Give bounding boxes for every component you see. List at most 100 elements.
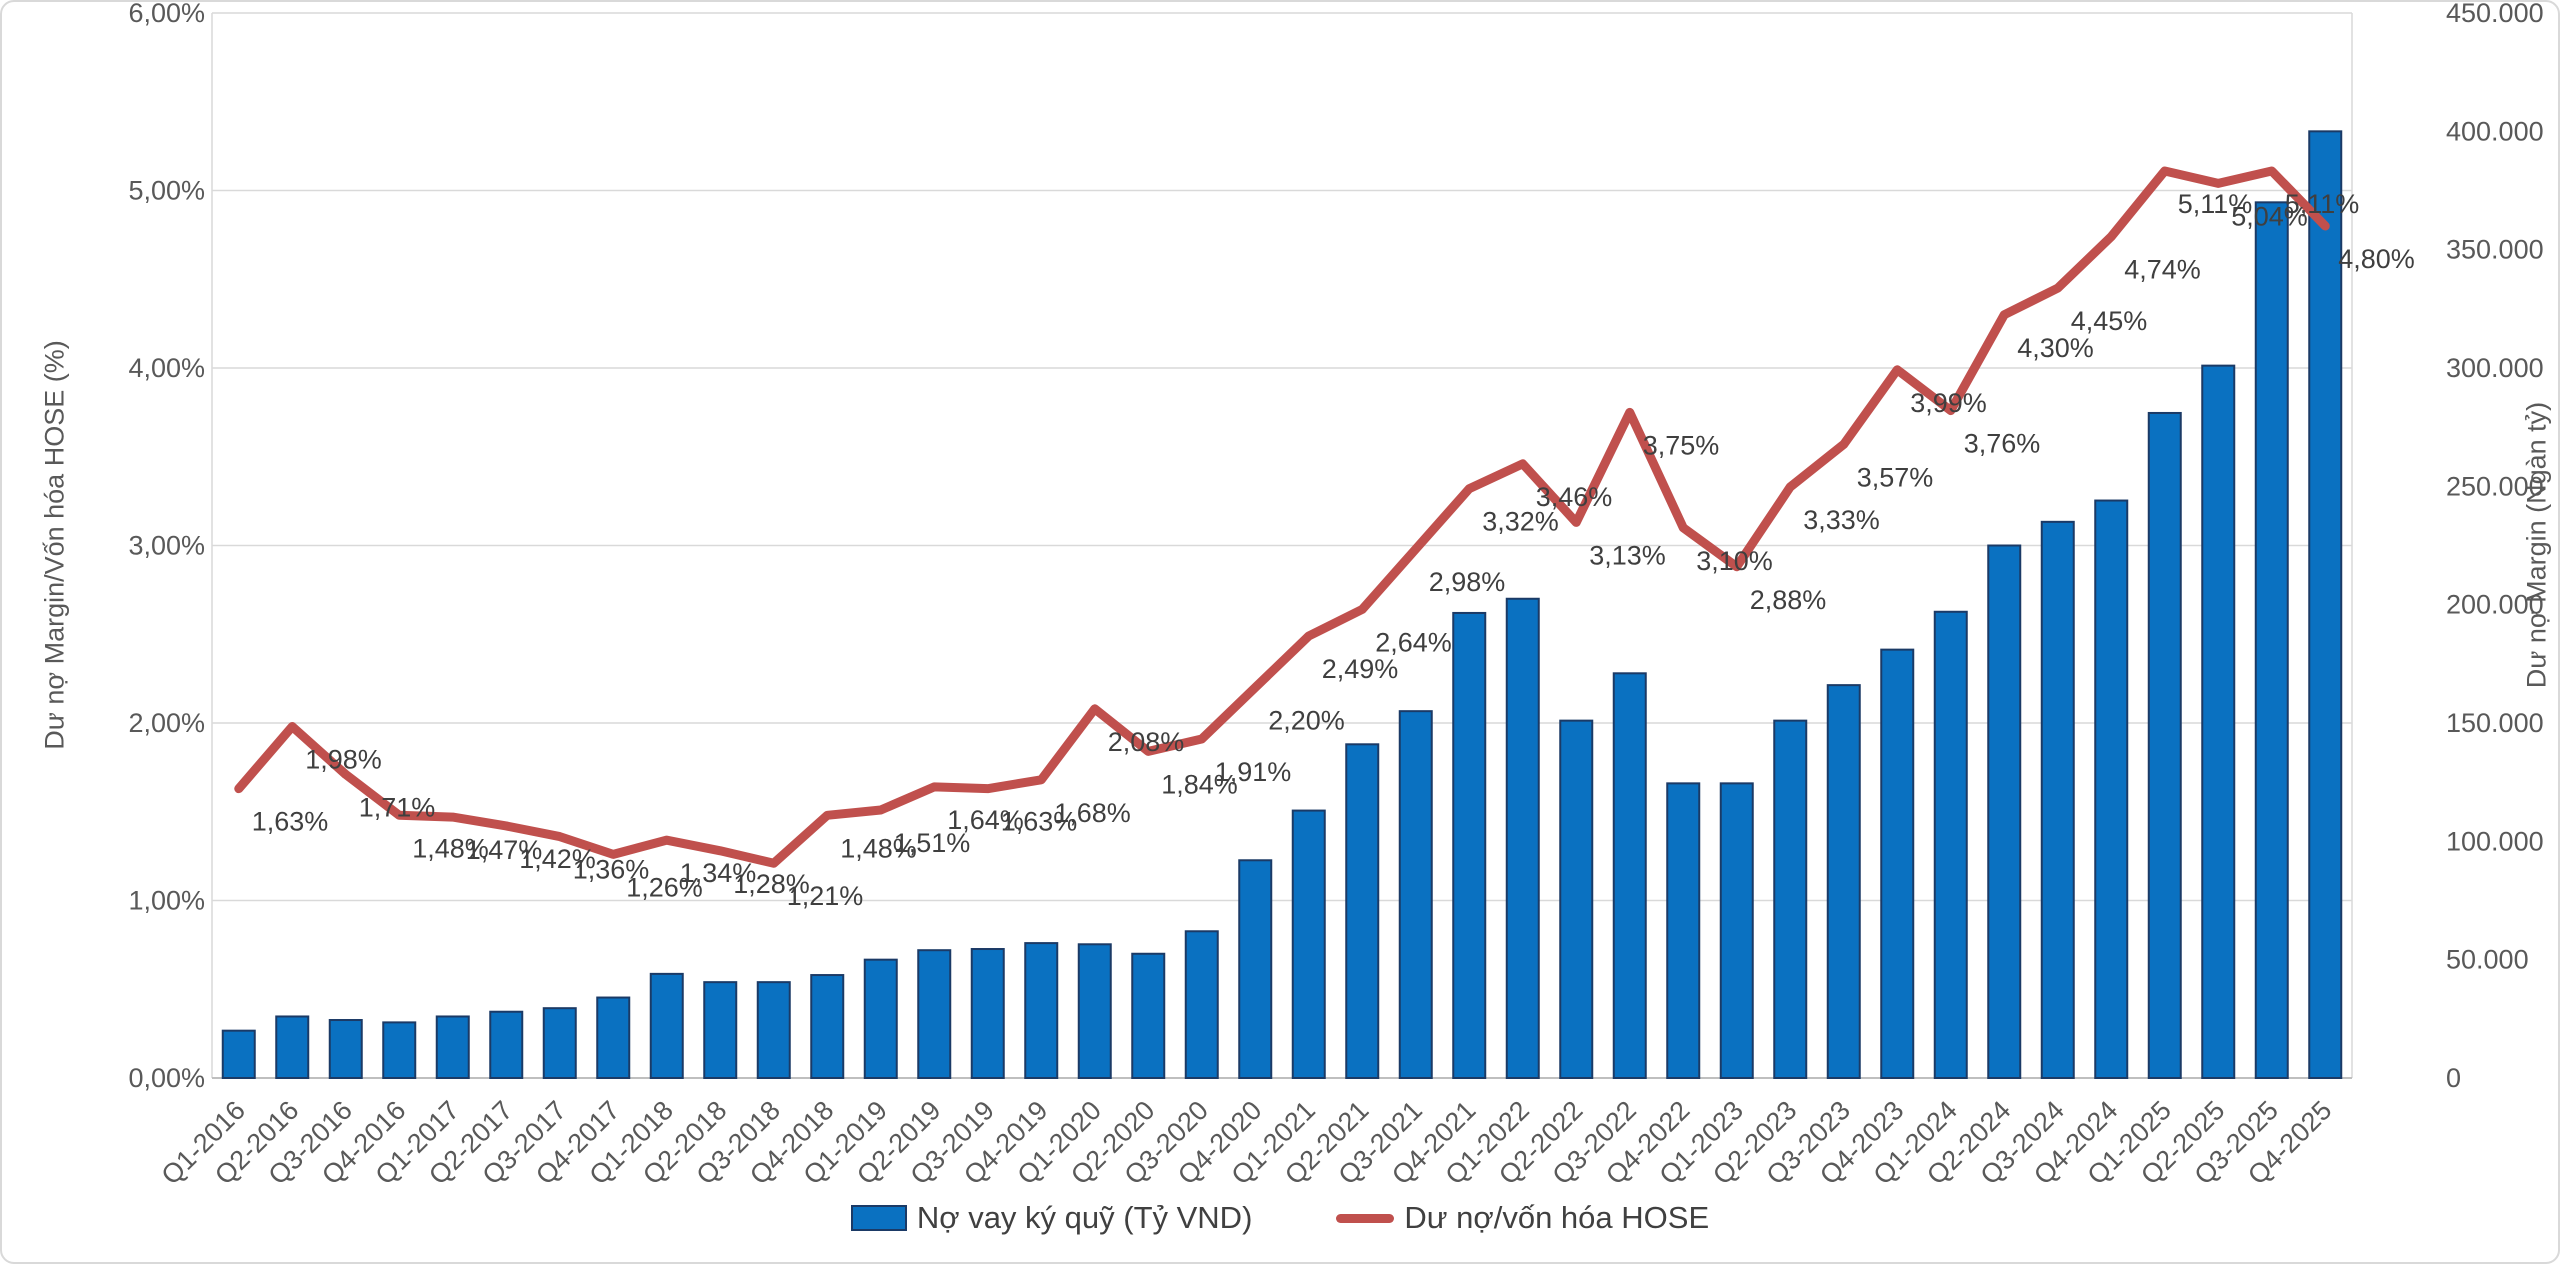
point-label-Q4-2025: 4,80% <box>2338 244 2415 274</box>
right-axis-tick-label: 250.000 <box>2446 471 2544 501</box>
bar-Q2-2022 <box>1559 719 1594 1080</box>
point-label-Q2-2022: 3,13% <box>1589 540 1666 570</box>
left-axis-tick-label: 5,00% <box>128 176 205 206</box>
point-label-Q3-2022: 3,75% <box>1643 430 1720 460</box>
point-label-Q4-2016: 1,48% <box>412 833 489 863</box>
bar-Q2-2023 <box>1773 719 1808 1080</box>
right-axis-tick-label: 350.000 <box>2446 235 2544 265</box>
point-label-Q1-2018: 1,34% <box>680 858 757 888</box>
line-series <box>234 166 2330 868</box>
right-axis-tick-label: 200.000 <box>2446 590 2544 620</box>
legend-item-ratio: Dư nợ/vốn hóa HOSE <box>1336 1200 1709 1236</box>
right-axis-ticks: 0 50.000 100.000 150.000 200.000 250.000 300.0… <box>2446 0 2544 1093</box>
bar-Q2-2016 <box>275 1015 310 1080</box>
bar-Q2-2019 <box>917 949 952 1080</box>
bar-Q3-2022 <box>1612 672 1647 1079</box>
bar-series <box>221 130 2343 1080</box>
point-label-Q2-2019: 1,64% <box>947 805 1024 835</box>
bar-Q1-2025 <box>2147 411 2182 1079</box>
bar-Q3-2017 <box>542 1007 577 1080</box>
left-axis-tick-label: 0,00% <box>128 1063 205 1093</box>
right-axis-tick-label: 300.000 <box>2446 353 2544 383</box>
bar-Q1-2017 <box>435 1015 470 1080</box>
bar-Q3-2021 <box>1398 710 1433 1080</box>
left-axis-ticks: 0,00% 1,00% 2,00% 3,00% 4,00% 5,00% 6,00% <box>128 0 205 1093</box>
point-label-Q1-2017: 1,47% <box>466 835 543 865</box>
bar-Q4-2023 <box>1880 648 1915 1080</box>
chart-legend: Nợ vay ký quỹ (Tỷ VND) Dư nợ/vốn hóa HOS… <box>0 1200 2560 1236</box>
gridlines <box>211 12 2353 1079</box>
point-label-Q4-2020: 2,20% <box>1268 706 1345 736</box>
bar-Q4-2019 <box>1024 942 1059 1079</box>
right-axis-tick-label: 100.000 <box>2446 826 2544 856</box>
bar-Q3-2023 <box>1826 684 1861 1080</box>
point-label-Q2-2016: 1,98% <box>305 745 382 775</box>
point-label-Q2-2017: 1,42% <box>519 844 596 874</box>
bar-Q2-2020 <box>1131 952 1166 1079</box>
point-label-Q1-2019: 1,51% <box>894 828 971 858</box>
point-label-Q3-2016: 1,71% <box>359 792 436 822</box>
bar-Q3-2018 <box>756 981 791 1080</box>
bar-Q4-2024 <box>2094 499 2129 1079</box>
point-label-Q4-2024: 4,74% <box>2124 255 2201 285</box>
point-label-Q2-2025: 5,04% <box>2231 201 2308 231</box>
bar-Q4-2025 <box>2308 130 2343 1080</box>
bar-Q1-2018 <box>649 972 684 1079</box>
point-label-Q1-2024: 3,76% <box>1964 429 2041 459</box>
point-label-Q3-2019: 1,63% <box>1001 807 1078 837</box>
right-axis-tick-label: 50.000 <box>2446 945 2529 975</box>
x-axis-labels: Q1-2016Q2-2016Q3-2016Q4-2016Q1-2017Q2-20… <box>155 1095 2337 1191</box>
bar-Q2-2018 <box>703 981 738 1080</box>
bar-Q3-2024 <box>2040 520 2075 1079</box>
left-axis-tick-label: 6,00% <box>128 0 205 28</box>
point-label-Q1-2016: 1,63% <box>252 807 329 837</box>
point-label-Q2-2023: 3,33% <box>1803 505 1880 535</box>
bar-Q2-2025 <box>2201 364 2236 1079</box>
point-label-Q3-2025: 5,11% <box>2285 189 2360 219</box>
legend-item-margin-debt: Nợ vay ký quỹ (Tỷ VND) <box>850 1200 1253 1236</box>
point-label-Q3-2024: 4,45% <box>2071 306 2148 336</box>
bar-Q4-2018 <box>810 974 845 1079</box>
point-label-Q1-2022: 3,46% <box>1536 482 1613 512</box>
point-label-Q4-2021: 3,32% <box>1482 507 1559 537</box>
bar-Q1-2020 <box>1077 943 1112 1079</box>
left-axis-tick-label: 3,00% <box>128 531 205 561</box>
bar-Q4-2017 <box>596 996 631 1079</box>
legend-label-margin-debt: Nợ vay ký quỹ (Tỷ VND) <box>916 1200 1253 1235</box>
point-label-Q2-2021: 2,64% <box>1375 627 1452 657</box>
point-label-Q4-2022: 3,10% <box>1696 546 1773 576</box>
bar-Q3-2020 <box>1184 930 1219 1079</box>
left-axis-tick-label: 4,00% <box>128 353 205 383</box>
point-label-Q1-2020: 2,08% <box>1108 727 1185 757</box>
bar-series-swatch-icon <box>850 1205 907 1231</box>
bar-Q2-2017 <box>489 1010 524 1080</box>
bar-Q1-2016 <box>221 1029 256 1079</box>
point-label-Q2-2020: 1,84% <box>1161 769 1238 799</box>
right-axis-title: Dư nợ Margin (Ngàn tỷ) <box>2521 401 2552 689</box>
line-series-marker-icon <box>1336 1213 1395 1223</box>
bar-Q4-2021 <box>1452 611 1487 1079</box>
right-axis-tick-label: 450.000 <box>2446 0 2544 28</box>
point-label-Q4-2017: 1,26% <box>626 872 703 902</box>
bar-Q4-2022 <box>1666 782 1701 1079</box>
point-label-Q4-2019: 1,68% <box>1054 798 1131 828</box>
point-label-Q1-2023: 2,88% <box>1750 585 1827 615</box>
right-axis-tick-label: 150.000 <box>2446 708 2544 738</box>
right-axis-tick-label: 400.000 <box>2446 116 2544 146</box>
bar-Q2-2024 <box>1987 544 2022 1079</box>
point-label-Q4-2023: 3,99% <box>1910 388 1987 418</box>
point-label-Q4-2018: 1,48% <box>840 833 917 863</box>
bar-Q1-2024 <box>1933 610 1968 1079</box>
bar-Q4-2020 <box>1238 859 1273 1079</box>
point-label-Q3-2020: 1,91% <box>1215 757 1292 787</box>
bar-Q2-2021 <box>1345 743 1380 1079</box>
point-label-Q3-2017: 1,36% <box>573 855 650 885</box>
point-label-Q1-2025: 5,11% <box>2178 189 2253 219</box>
point-label-Q1-2021: 2,49% <box>1322 654 1399 684</box>
left-axis-tick-label: 2,00% <box>128 708 205 738</box>
line-data-labels: 1,63%1,98%1,71%1,48%1,47%1,42%1,36%1,26%… <box>252 189 2415 911</box>
bar-Q1-2023 <box>1719 782 1754 1079</box>
point-label-Q3-2023: 3,57% <box>1857 462 1934 492</box>
bar-Q1-2022 <box>1505 597 1540 1079</box>
